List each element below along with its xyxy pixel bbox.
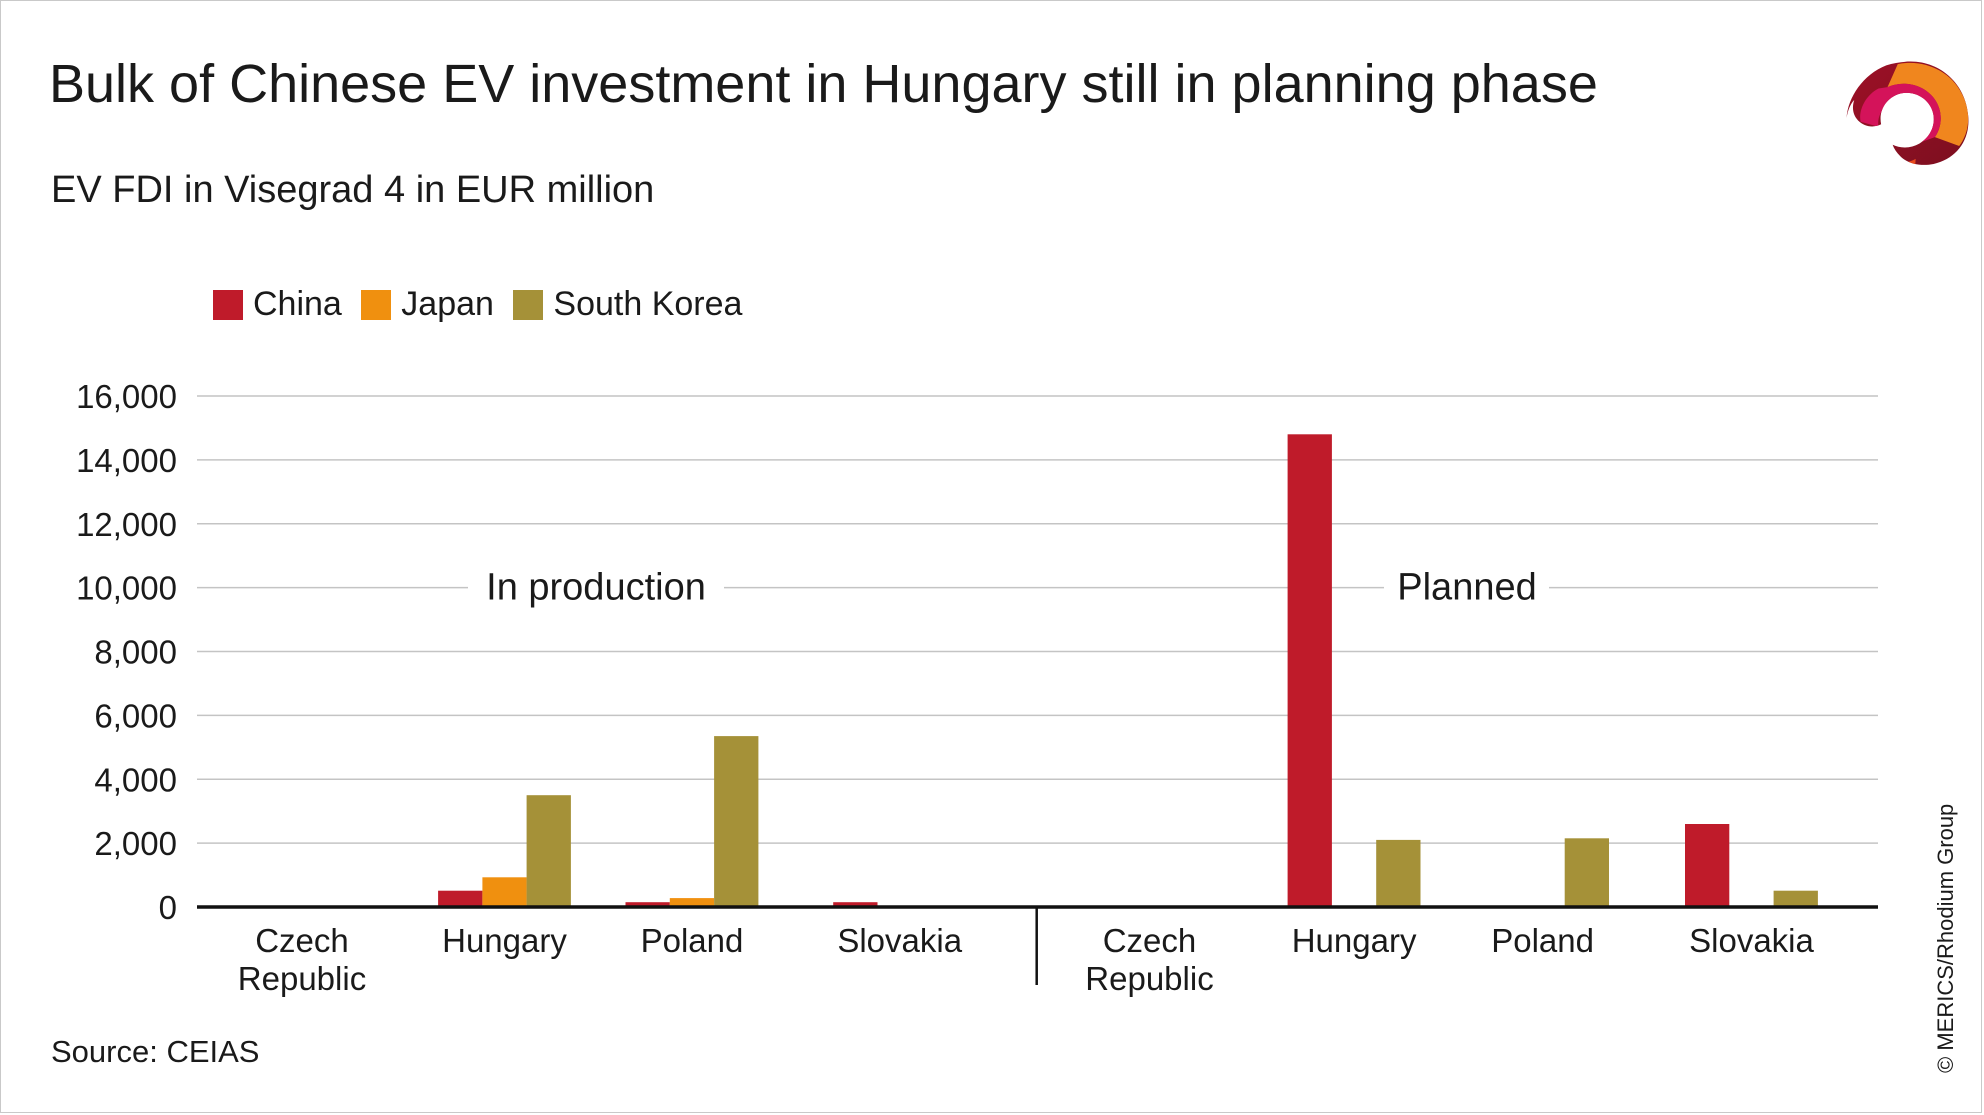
- svg-text:8,000: 8,000: [94, 634, 177, 671]
- svg-text:Slovakia: Slovakia: [1689, 922, 1814, 959]
- svg-text:Planned: Planned: [1397, 567, 1536, 609]
- svg-text:Hungary: Hungary: [1292, 922, 1417, 959]
- svg-text:Hungary: Hungary: [442, 922, 567, 959]
- svg-text:Czech: Czech: [1103, 922, 1197, 959]
- svg-text:6,000: 6,000: [94, 697, 177, 734]
- svg-text:Republic: Republic: [1085, 960, 1213, 997]
- svg-text:10,000: 10,000: [76, 570, 177, 607]
- svg-text:0: 0: [159, 889, 177, 926]
- svg-text:16,000: 16,000: [76, 381, 177, 415]
- svg-text:12,000: 12,000: [76, 506, 177, 543]
- svg-text:4,000: 4,000: [94, 761, 177, 798]
- svg-text:Poland: Poland: [641, 922, 744, 959]
- svg-text:Poland: Poland: [1491, 922, 1594, 959]
- svg-text:In production: In production: [486, 567, 706, 609]
- svg-text:14,000: 14,000: [76, 442, 177, 479]
- svg-text:Czech: Czech: [255, 922, 349, 959]
- svg-text:Slovakia: Slovakia: [837, 922, 962, 959]
- svg-text:Republic: Republic: [238, 960, 366, 997]
- svg-text:2,000: 2,000: [94, 825, 177, 862]
